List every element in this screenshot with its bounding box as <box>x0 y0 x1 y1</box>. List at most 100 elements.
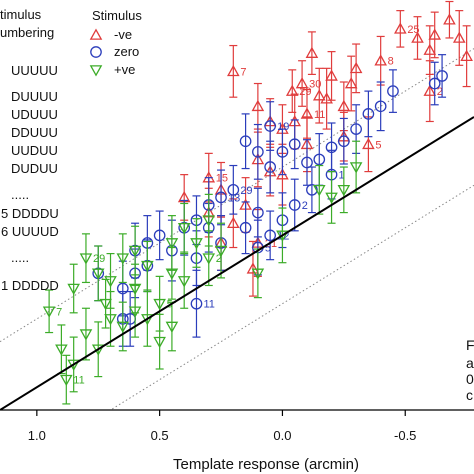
data-point <box>337 185 351 197</box>
data-point <box>362 108 375 120</box>
data-point <box>374 54 387 66</box>
fit-line-group <box>0 116 474 410</box>
data-point <box>313 153 326 166</box>
data-point <box>128 283 142 296</box>
lower-band-line <box>109 184 474 410</box>
legend-marker <box>89 65 103 77</box>
fit-line <box>0 116 474 410</box>
data-point <box>350 123 362 135</box>
point-label: 25 <box>407 24 419 36</box>
data-point <box>295 76 309 89</box>
point-label: 29 <box>93 253 105 265</box>
data-point <box>423 43 437 55</box>
x-tick-label: -0.5 <box>394 428 416 443</box>
data-point <box>153 229 166 242</box>
data-point <box>325 69 338 81</box>
data-point <box>349 61 363 74</box>
numbering-header-line-2: umbering <box>0 25 54 40</box>
legend-marker <box>89 28 103 40</box>
data-point <box>202 253 216 265</box>
data-point <box>305 46 319 58</box>
stimulus-numbering-list: UUUUU DUUUU UDUUU DDUUU UUDUU DUDUU..... 5 DDD… <box>1 63 59 293</box>
data-point <box>312 89 326 101</box>
data-point <box>312 185 326 197</box>
numbering-row: 1 DDDDD <box>1 278 59 293</box>
data-point <box>165 321 179 334</box>
series-ve-group: 7 29 1 15 2 <box>42 140 363 405</box>
corner-text-line: 0 <box>466 371 474 387</box>
numbering-row: DUUUU <box>11 89 58 104</box>
corner-text-line: F <box>466 337 474 353</box>
data-point <box>252 146 264 158</box>
data-point <box>288 199 301 211</box>
point-label: 11 <box>73 375 84 387</box>
data-point <box>104 276 117 288</box>
numbering-row: UDUUU <box>11 107 58 122</box>
data-point <box>337 135 350 148</box>
point-label: 15 <box>216 173 228 185</box>
data-point <box>215 191 227 204</box>
data-point <box>214 245 228 258</box>
data-point <box>153 336 166 349</box>
data-point <box>349 162 363 174</box>
data-point <box>165 238 179 250</box>
data-point <box>320 92 333 104</box>
x-tick-label: 0.5 <box>151 428 169 443</box>
data-point <box>116 321 130 334</box>
data-point <box>337 99 351 112</box>
data-point <box>42 306 56 318</box>
x-axis-ticks: 1.0 0.5 0.0 -0.5 <box>28 410 416 443</box>
data-point <box>202 215 216 227</box>
point-label: 29 <box>240 185 252 197</box>
point-label: 7 <box>240 66 246 78</box>
data-point <box>428 77 441 90</box>
numbering-header-line-1: timulus <box>0 7 42 22</box>
x-tick-label: 0.0 <box>273 428 291 443</box>
data-point <box>443 13 456 25</box>
numbering-row: ..... <box>11 250 29 265</box>
legend-label: +ve <box>114 62 135 77</box>
data-point <box>79 253 93 265</box>
data-point <box>423 84 437 96</box>
data-point <box>153 298 166 311</box>
data-points: 258730292115152119122913125117291152 <box>42 0 473 405</box>
corner-text-line: c <box>466 387 473 403</box>
data-point <box>91 268 105 280</box>
point-label: 7 <box>56 306 62 318</box>
point-label: 1 <box>339 170 345 182</box>
data-point <box>301 156 313 169</box>
point-label: 2 <box>437 86 443 98</box>
numbering-row: UUUUU <box>11 63 58 78</box>
point-label: 8 <box>388 56 394 68</box>
confidence-bands <box>0 48 474 410</box>
numbering-row: DDUUU <box>11 125 58 140</box>
point-label: 2 <box>216 253 222 265</box>
x-tick-label: 1.0 <box>28 428 46 443</box>
data-point <box>190 297 203 310</box>
numbering-row: UUDUU <box>11 143 58 158</box>
data-point <box>239 135 252 148</box>
point-label: 29 <box>299 86 311 98</box>
point-label: 30 <box>309 79 321 91</box>
data-point <box>128 245 142 258</box>
data-point <box>239 221 252 234</box>
point-label: 5 <box>375 139 381 151</box>
data-point <box>227 64 240 77</box>
data-point <box>460 49 473 61</box>
data-point <box>387 85 399 97</box>
data-point <box>285 84 299 96</box>
data-point <box>264 120 277 132</box>
data-point <box>436 70 448 82</box>
data-point <box>325 192 338 204</box>
legend-marker <box>90 46 102 58</box>
data-point <box>99 298 112 311</box>
data-point <box>227 183 240 196</box>
corner-text-line: a <box>466 355 474 371</box>
legend: Stimulus -ve zero +ve <box>89 8 142 77</box>
numbering-row: ..... <box>11 187 29 202</box>
point-label: 13 <box>228 192 240 204</box>
data-point <box>394 22 407 34</box>
